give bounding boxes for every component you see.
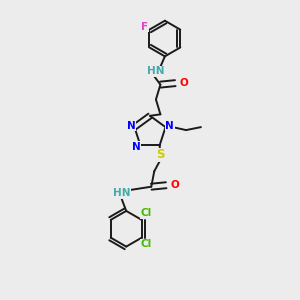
Text: Cl: Cl <box>140 208 152 218</box>
Text: F: F <box>141 22 148 32</box>
Text: N: N <box>132 142 141 152</box>
Text: S: S <box>156 148 164 161</box>
Text: N: N <box>127 121 135 130</box>
Text: HN: HN <box>113 188 130 198</box>
Text: HN: HN <box>147 66 165 76</box>
Text: Cl: Cl <box>140 239 152 249</box>
Text: O: O <box>171 180 179 190</box>
Text: N: N <box>165 121 174 130</box>
Text: O: O <box>180 78 189 88</box>
